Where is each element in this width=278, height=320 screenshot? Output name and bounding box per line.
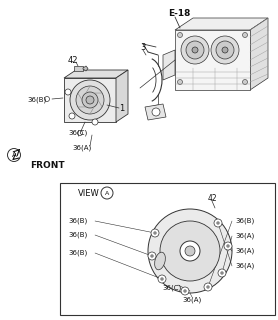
Text: 42: 42 — [207, 194, 217, 203]
Text: 42: 42 — [68, 55, 78, 65]
Circle shape — [152, 108, 160, 116]
Circle shape — [150, 254, 153, 258]
Circle shape — [216, 41, 234, 59]
Circle shape — [217, 221, 220, 225]
Circle shape — [101, 187, 113, 199]
Text: A: A — [105, 190, 109, 196]
Circle shape — [242, 79, 247, 84]
Circle shape — [160, 221, 220, 281]
Polygon shape — [175, 18, 268, 30]
Text: E-18: E-18 — [168, 9, 190, 18]
Circle shape — [8, 148, 21, 162]
Polygon shape — [83, 66, 88, 71]
Circle shape — [92, 119, 98, 125]
Polygon shape — [116, 70, 128, 122]
Circle shape — [177, 33, 182, 37]
Polygon shape — [175, 30, 250, 90]
Circle shape — [69, 113, 75, 119]
Text: 36(C): 36(C) — [68, 130, 87, 136]
Text: 36(A): 36(A) — [235, 233, 254, 239]
Text: 36(B): 36(B) — [68, 232, 87, 238]
Circle shape — [224, 242, 232, 250]
Text: 36(A): 36(A) — [182, 297, 202, 303]
Circle shape — [151, 229, 159, 237]
Circle shape — [160, 277, 163, 281]
Text: 36(A): 36(A) — [235, 248, 254, 254]
Circle shape — [242, 33, 247, 37]
Polygon shape — [163, 50, 175, 80]
Circle shape — [181, 36, 209, 64]
Text: 1: 1 — [119, 103, 125, 113]
Text: 36(B): 36(B) — [68, 250, 87, 256]
Circle shape — [192, 47, 198, 53]
Circle shape — [211, 36, 239, 64]
Circle shape — [70, 80, 110, 120]
Circle shape — [153, 231, 157, 235]
Circle shape — [186, 41, 204, 59]
Circle shape — [86, 96, 94, 104]
Polygon shape — [74, 66, 83, 71]
Text: 36(B): 36(B) — [235, 218, 254, 224]
Polygon shape — [64, 78, 116, 122]
Circle shape — [227, 244, 230, 247]
Circle shape — [183, 290, 187, 292]
Polygon shape — [250, 18, 268, 90]
Circle shape — [148, 252, 156, 260]
Circle shape — [78, 131, 83, 135]
Circle shape — [181, 287, 189, 295]
Text: 36(B): 36(B) — [27, 97, 46, 103]
Text: A: A — [12, 152, 16, 158]
Text: 36(B): 36(B) — [68, 218, 87, 224]
Circle shape — [214, 219, 222, 227]
Bar — [60, 183, 275, 315]
Text: 36(A): 36(A) — [72, 145, 92, 151]
Circle shape — [204, 283, 212, 291]
Circle shape — [76, 86, 104, 114]
Circle shape — [148, 209, 232, 293]
Circle shape — [65, 89, 71, 95]
Circle shape — [218, 269, 226, 277]
Text: VIEW: VIEW — [78, 188, 100, 197]
Polygon shape — [145, 104, 166, 120]
Text: FRONT: FRONT — [30, 161, 64, 170]
Circle shape — [207, 285, 210, 289]
Circle shape — [222, 47, 228, 53]
Circle shape — [82, 92, 98, 108]
Circle shape — [177, 79, 182, 84]
Text: 36(A): 36(A) — [235, 263, 254, 269]
Polygon shape — [64, 70, 128, 78]
Circle shape — [158, 275, 166, 283]
Circle shape — [44, 97, 49, 101]
Circle shape — [220, 271, 224, 275]
Circle shape — [180, 241, 200, 261]
Ellipse shape — [155, 252, 165, 270]
Text: 3: 3 — [140, 43, 146, 52]
Text: 36(C): 36(C) — [162, 285, 182, 291]
Circle shape — [185, 246, 195, 256]
